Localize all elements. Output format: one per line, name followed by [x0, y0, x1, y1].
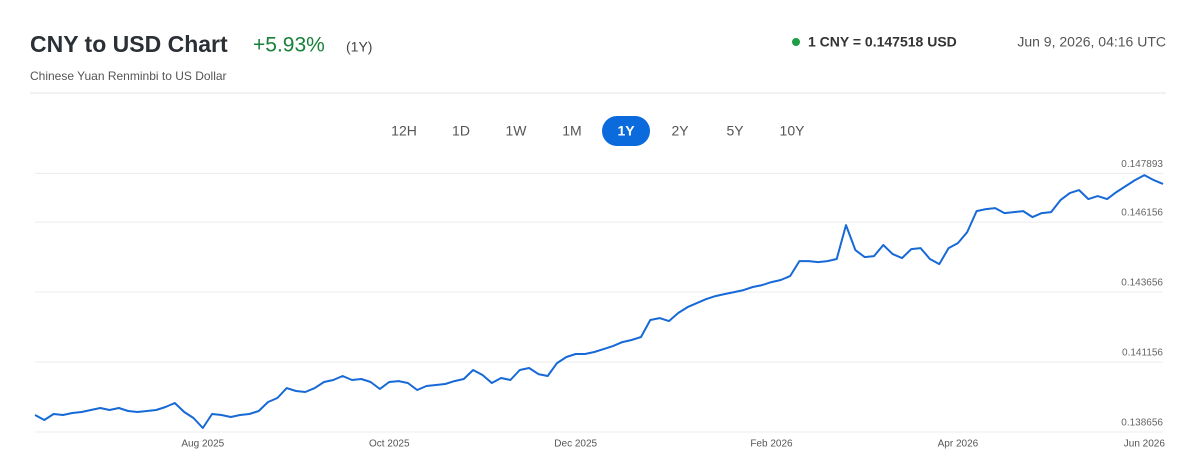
range-buttons: 12H 1D 1W 1M 1Y 2Y 5Y 10Y	[391, 116, 805, 146]
range-button[interactable]: 12H	[391, 123, 417, 139]
title: CNY to USD Chart	[30, 31, 228, 57]
range-button-label[interactable]: 5Y	[726, 123, 744, 139]
period: (1Y)	[346, 39, 372, 55]
range-button[interactable]: 1W	[506, 123, 528, 139]
change: +5.93%	[253, 34, 325, 57]
live-dot	[792, 38, 800, 46]
price-line	[34, 174, 1164, 429]
x-tick-label: Oct 2025	[369, 439, 410, 450]
range-button-label[interactable]: 1Y	[617, 123, 635, 139]
range-button-label[interactable]: 1M	[562, 123, 581, 139]
range-button-label[interactable]: 12H	[391, 123, 417, 139]
range-button[interactable]: 10Y	[780, 123, 806, 139]
range-button-label[interactable]: 1D	[452, 123, 470, 139]
rate: 1 CNY = 0.147518 USD	[808, 34, 957, 50]
range-button-label[interactable]: 10Y	[780, 123, 806, 139]
x-tick-label: Aug 2025	[181, 439, 224, 450]
x-tick-label: Apr 2026	[938, 439, 979, 450]
range-button[interactable]: 1Y	[602, 116, 650, 146]
x-tick-label: Dec 2025	[554, 439, 597, 450]
range-button-bg[interactable]	[602, 116, 650, 146]
y-tick-label: 0.138656	[1121, 418, 1163, 429]
y-tick-label: 0.143656	[1121, 278, 1163, 289]
timestamp: Jun 9, 2026, 04:16 UTC	[1017, 34, 1166, 50]
y-tick-label: 0.147893	[1121, 159, 1163, 170]
y-tick-label: 0.146156	[1121, 208, 1163, 219]
plot: 0.138656 0.141156 0.143656 0.146156 0.147893…	[34, 159, 1166, 450]
range-button-label[interactable]: 2Y	[671, 123, 689, 139]
subtitle: Chinese Yuan Renminbi to US Dollar	[30, 69, 227, 83]
x-tick-label: Jun 2026	[1124, 439, 1166, 450]
range-button[interactable]: 1M	[562, 123, 581, 139]
range-button-label[interactable]: 1W	[506, 123, 528, 139]
y-tick-label: 0.141156	[1122, 348, 1163, 359]
x-tick-label: Feb 2026	[750, 439, 793, 450]
range-button[interactable]: 5Y	[726, 123, 744, 139]
range-button[interactable]: 2Y	[671, 123, 689, 139]
range-button[interactable]: 1D	[452, 123, 470, 139]
